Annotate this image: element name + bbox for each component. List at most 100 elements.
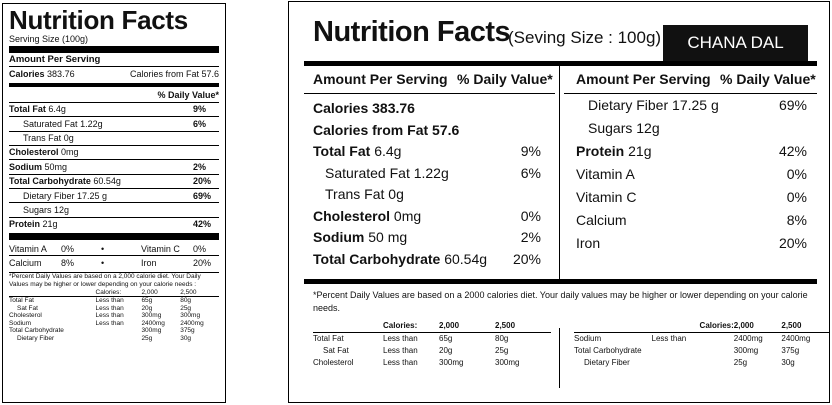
nutrient-percent: 20% bbox=[512, 250, 541, 267]
column-divider bbox=[559, 328, 560, 388]
dv-header: % Daily Value* bbox=[457, 71, 553, 87]
nutrient-label: Sodium bbox=[9, 161, 42, 172]
dv-table-cell: 65g bbox=[141, 297, 153, 305]
nutrient-label: Protein bbox=[576, 143, 625, 159]
nutrient-label: Sodium bbox=[313, 229, 365, 245]
nutrient-label: Dietary Fiber bbox=[588, 97, 669, 113]
nutrient-amount: 0g bbox=[63, 133, 74, 144]
dv-table-cell: 25g bbox=[141, 334, 153, 342]
dv-table-cell bbox=[652, 345, 700, 357]
dv-table-cell bbox=[700, 345, 734, 357]
serving-size: Serving Size (100g) bbox=[9, 34, 89, 44]
dv-header-right: % Daily Value* bbox=[720, 71, 816, 87]
nutrient-percent: 9% bbox=[193, 104, 207, 115]
dv-table-cell: Less than bbox=[95, 304, 124, 312]
footnote: *Percent Daily Values are based on a 2,0… bbox=[9, 271, 219, 289]
dv-table-cell: 300mg bbox=[495, 358, 520, 367]
nutrient-row: Total Carbohydrate 60.54g 20% bbox=[9, 173, 219, 188]
dv-table-row: Sodium Less than 2400mg 2400mg bbox=[9, 320, 219, 327]
dv-header-text: % Daily Value* bbox=[157, 90, 219, 101]
nutrient-row: Vitamin C 0% bbox=[576, 189, 807, 205]
calcium-label: Calcium bbox=[9, 257, 42, 268]
dv-table-row: Cholesterol Less than 300mg 300mg bbox=[9, 312, 219, 319]
vertical-nutrition-label: Nutrition Facts Serving Size (100g) Amou… bbox=[2, 3, 226, 403]
dv-table-row: Total Fat Less than 65g 80g bbox=[9, 296, 219, 305]
nutrient-percent: 69% bbox=[193, 190, 212, 201]
dv-table-cell: 80g bbox=[495, 334, 509, 343]
dv-table-row: Dietary Fiber 25g 30g bbox=[9, 335, 219, 342]
nutrient-percent: 0% bbox=[520, 207, 541, 224]
nutrient-percent: 2% bbox=[520, 229, 541, 245]
divider bbox=[304, 61, 817, 66]
divider bbox=[304, 93, 555, 94]
dv-table-cell bbox=[96, 327, 142, 334]
dv-table-cell: Less than bbox=[383, 334, 418, 343]
nutrient-row: Iron 20% bbox=[576, 235, 807, 251]
dv-table-cell: 25g bbox=[733, 358, 748, 367]
nutrient-row: Cholesterol 0mg bbox=[9, 144, 219, 159]
nutrient-amount: 6.4g bbox=[374, 143, 402, 159]
divider bbox=[9, 46, 219, 54]
nutrient-amount: 60.54g bbox=[93, 176, 121, 187]
dv-table-cell: Dietary Fiber bbox=[584, 358, 630, 367]
dv-table-cell: 2400mg bbox=[733, 334, 763, 343]
amount-per-serving: Amount Per Serving bbox=[9, 54, 101, 66]
dv-table-cell bbox=[574, 320, 652, 333]
nutrient-row: Total Fat 6.4g 9% bbox=[9, 101, 219, 116]
dv-table-cell: 2,500 bbox=[781, 321, 802, 330]
dv-table-cell: Total Carbohydrate bbox=[574, 346, 642, 355]
dv-table-cell: Less than bbox=[651, 334, 687, 343]
nutrient-amount: 50mg bbox=[44, 161, 68, 172]
nutrient-label: Sugars bbox=[23, 204, 52, 215]
nutrient-percent: 0% bbox=[786, 189, 807, 205]
nutrient-label: Saturated Fat bbox=[23, 118, 78, 129]
nutrient-percent: 8% bbox=[786, 212, 807, 228]
dv-table-cell: Cholesterol bbox=[313, 358, 354, 367]
dv-table-cell: 300mg bbox=[141, 327, 162, 335]
daily-value-table-right: Calories: 2,000 2,500 Sodium Less than 2400mg… bbox=[574, 320, 829, 369]
nutrient-label: Total Fat bbox=[313, 143, 371, 159]
nutrient-row: Protein 21g 42% bbox=[576, 143, 807, 159]
nutrient-amount: 1.22g bbox=[413, 164, 449, 181]
nutrient-row: Calories 383.76 bbox=[313, 100, 541, 116]
footnote: *Percent Daily Values are based on a 200… bbox=[313, 290, 808, 313]
dv-table-cell: Cholesterol bbox=[9, 312, 42, 320]
dv-table-cell: 2,000 bbox=[141, 288, 158, 296]
nutrient-percent: 42% bbox=[193, 219, 212, 230]
nutrient-row: Sodium 50 mg 2% bbox=[313, 229, 541, 245]
nutrient-amount: 21g bbox=[42, 219, 58, 230]
dv-table-cell: Calories: bbox=[383, 321, 418, 330]
nutrient-label: Trans Fat bbox=[23, 133, 62, 144]
dv-table-cell: 2,000 bbox=[733, 321, 754, 330]
dv-table-cell bbox=[9, 289, 96, 297]
dv-table-row: Sat Fat Less than 20g 25g bbox=[313, 345, 551, 357]
nutrient-row: Trans Fat 0g bbox=[9, 130, 219, 145]
bullet: • bbox=[101, 243, 105, 254]
dv-table-cell: 30g bbox=[180, 334, 192, 342]
dv-table-cell: 300mg bbox=[141, 312, 162, 320]
label-title: Nutrition Facts bbox=[9, 5, 188, 35]
dv-table-cell: Calories: bbox=[699, 321, 734, 330]
dv-table-row: Total Carbohydrate 300mg 375g bbox=[9, 327, 219, 334]
nutrient-label: Vitamin C bbox=[576, 189, 637, 205]
dv-table-cell bbox=[652, 320, 700, 333]
dv-table-cell: 20g bbox=[141, 304, 153, 312]
dv-table-cell: 80g bbox=[180, 297, 192, 305]
nutrient-amount: 6.4g bbox=[48, 104, 66, 115]
dv-table-cell: 2400mg bbox=[141, 319, 165, 327]
nutrient-percent: 20% bbox=[778, 235, 807, 251]
dv-table-cell: 30g bbox=[781, 358, 795, 367]
dv-table-row: Calories: 2,000 2,500 bbox=[313, 320, 551, 333]
divider bbox=[9, 233, 219, 241]
dv-table-cell: 375g bbox=[180, 327, 195, 335]
nutrient-label: Total Fat bbox=[9, 104, 46, 115]
nutrient-row: Cholesterol 0mg 0% bbox=[313, 208, 541, 224]
nutrient-label: Total Carbohydrate bbox=[9, 176, 91, 187]
dv-table-cell: 2400mg bbox=[180, 319, 204, 327]
iron-label: Iron bbox=[141, 257, 157, 268]
calcium-pct: 8% bbox=[61, 257, 75, 268]
dv-table-cell: Sodium bbox=[574, 334, 602, 343]
nutrient-label: Iron bbox=[576, 235, 601, 251]
nutrient-row: Sugars 12g bbox=[9, 202, 219, 216]
nutrient-row: Total Fat 6.4g 9% bbox=[313, 143, 541, 159]
